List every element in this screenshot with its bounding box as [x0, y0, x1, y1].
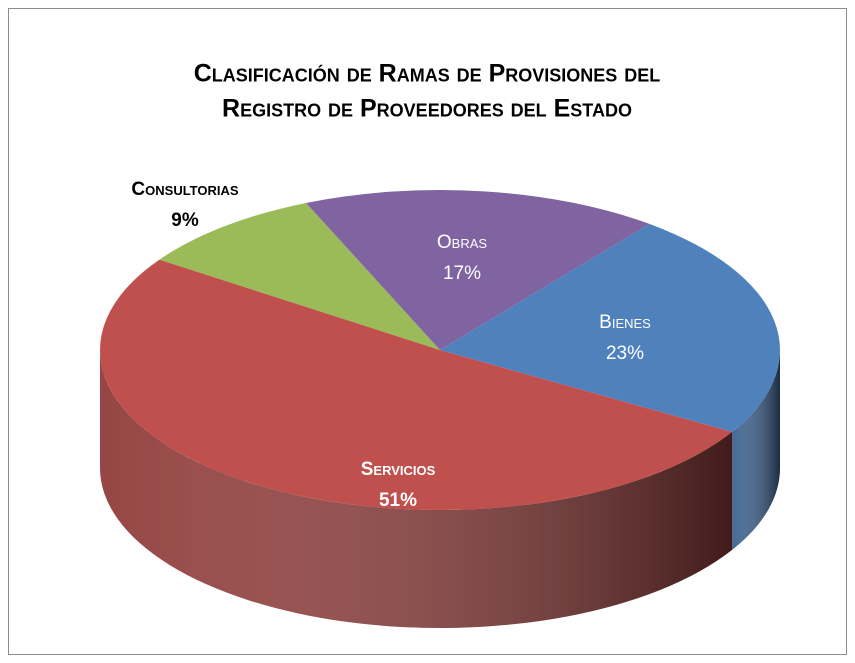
slice [159, 202, 440, 350]
chart-title: Registro de Proveedores del Estado [222, 95, 632, 123]
slice [440, 223, 780, 432]
value-label: 17% [443, 263, 481, 284]
slice [99, 259, 733, 511]
labels: Bienes 23% Servicios 51% Consultorias 9% Obras… [131, 179, 651, 511]
value-label: 9% [171, 210, 199, 231]
category-label: Obras [437, 232, 488, 253]
slice [306, 190, 650, 350]
value-label: 51% [379, 490, 417, 511]
slice-side-shade [100, 350, 733, 629]
category-label: Bienes [599, 312, 651, 333]
category-label: Consultorias [131, 179, 238, 200]
category-label: Servicios [361, 459, 436, 480]
chart-title: Clasificación de Ramas de Provisiones de… [194, 60, 661, 88]
slice-side-shade [732, 350, 780, 550]
pie [99, 190, 780, 629]
value-label: 23% [606, 343, 644, 364]
